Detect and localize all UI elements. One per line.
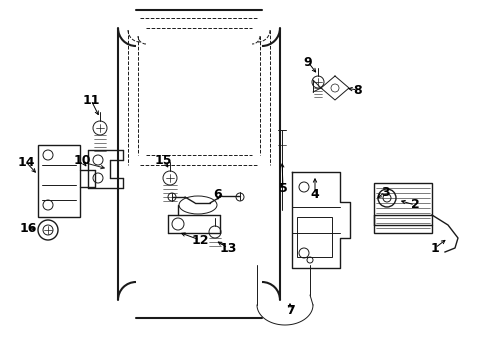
Text: 2: 2 [411,198,419,211]
Text: 1: 1 [431,242,440,255]
Text: 6: 6 [214,189,222,202]
Text: 12: 12 [191,234,209,247]
Text: 5: 5 [279,181,287,194]
Text: 15: 15 [154,153,172,166]
Text: 11: 11 [82,94,100,107]
Bar [38,145,80,217]
Text: 8: 8 [354,84,362,96]
Bar [297,217,332,257]
Text: 14: 14 [17,156,35,168]
Text: 3: 3 [381,185,390,198]
Text: 4: 4 [311,189,319,202]
Text: 10: 10 [73,153,91,166]
Text: 7: 7 [286,303,294,316]
Text: 16: 16 [19,221,37,234]
Bar [374,183,432,233]
Text: 9: 9 [304,55,312,68]
Text: 13: 13 [220,242,237,255]
